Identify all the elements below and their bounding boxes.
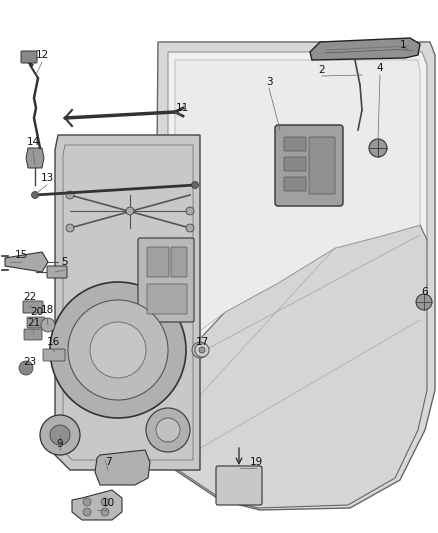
Text: 12: 12: [35, 50, 49, 60]
Text: 10: 10: [102, 498, 115, 508]
Polygon shape: [175, 60, 420, 370]
Circle shape: [191, 182, 198, 189]
FancyBboxPatch shape: [43, 349, 65, 361]
Text: 3: 3: [266, 77, 272, 87]
Circle shape: [50, 425, 70, 445]
Text: 14: 14: [26, 137, 39, 147]
Circle shape: [83, 498, 91, 506]
Polygon shape: [310, 38, 420, 60]
Circle shape: [186, 207, 194, 215]
Polygon shape: [55, 135, 200, 470]
FancyBboxPatch shape: [147, 284, 187, 314]
FancyBboxPatch shape: [147, 247, 169, 277]
Text: 21: 21: [27, 318, 41, 328]
Polygon shape: [95, 450, 150, 485]
Circle shape: [192, 342, 208, 358]
Circle shape: [19, 361, 33, 375]
Polygon shape: [5, 252, 48, 272]
Text: 13: 13: [40, 173, 53, 183]
Circle shape: [186, 224, 194, 232]
Text: 23: 23: [23, 357, 37, 367]
FancyBboxPatch shape: [138, 238, 194, 322]
Circle shape: [195, 343, 209, 357]
Circle shape: [66, 191, 74, 199]
Text: 20: 20: [30, 307, 43, 317]
Circle shape: [416, 294, 432, 310]
Text: 22: 22: [23, 292, 37, 302]
FancyBboxPatch shape: [24, 329, 42, 340]
FancyBboxPatch shape: [171, 247, 187, 277]
Text: 1: 1: [400, 40, 406, 50]
Circle shape: [66, 224, 74, 232]
Circle shape: [369, 139, 387, 157]
Text: 19: 19: [249, 457, 263, 467]
Circle shape: [126, 207, 134, 215]
Text: 17: 17: [195, 337, 208, 347]
Polygon shape: [155, 42, 435, 510]
Text: 6: 6: [422, 287, 428, 297]
Circle shape: [156, 418, 180, 442]
Circle shape: [41, 318, 55, 332]
Circle shape: [40, 415, 80, 455]
FancyBboxPatch shape: [284, 177, 306, 191]
Text: 18: 18: [40, 305, 53, 315]
Text: 7: 7: [105, 457, 111, 467]
FancyBboxPatch shape: [284, 137, 306, 151]
Circle shape: [68, 300, 168, 400]
FancyBboxPatch shape: [284, 157, 306, 171]
Circle shape: [199, 347, 205, 353]
Circle shape: [101, 508, 109, 516]
FancyBboxPatch shape: [21, 51, 37, 63]
FancyBboxPatch shape: [309, 137, 335, 194]
Circle shape: [90, 322, 146, 378]
Text: 15: 15: [14, 250, 28, 260]
Polygon shape: [168, 52, 427, 380]
Circle shape: [50, 282, 186, 418]
FancyBboxPatch shape: [23, 301, 43, 313]
Text: 9: 9: [57, 439, 64, 449]
FancyBboxPatch shape: [216, 466, 262, 505]
Circle shape: [146, 408, 190, 452]
Circle shape: [32, 191, 39, 198]
Circle shape: [196, 346, 204, 354]
Text: 4: 4: [377, 63, 383, 73]
Text: 5: 5: [62, 257, 68, 267]
Text: 11: 11: [175, 103, 189, 113]
FancyBboxPatch shape: [27, 317, 45, 328]
FancyBboxPatch shape: [275, 125, 343, 206]
FancyBboxPatch shape: [47, 266, 67, 278]
Circle shape: [83, 508, 91, 516]
Text: 2: 2: [319, 65, 325, 75]
Text: 16: 16: [46, 337, 60, 347]
Polygon shape: [158, 225, 427, 508]
Circle shape: [101, 498, 109, 506]
Polygon shape: [26, 148, 44, 168]
Polygon shape: [72, 490, 122, 520]
